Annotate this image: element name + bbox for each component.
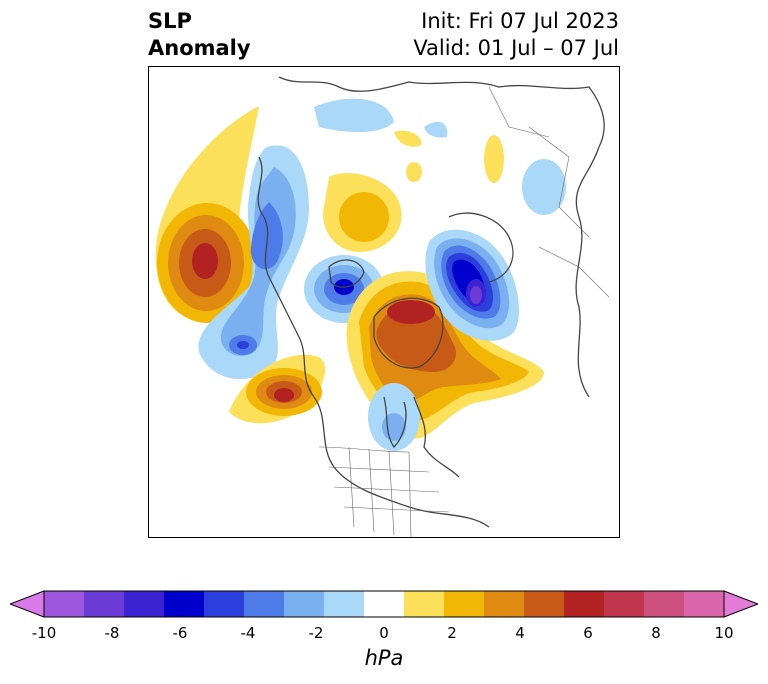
title-line-2: Anomaly: [148, 36, 251, 60]
anomaly-map: [155, 76, 610, 537]
colorbar-swatch: [604, 591, 645, 617]
barents-low-anomaly: [425, 229, 519, 341]
siberia-high-anomaly: [406, 135, 504, 183]
date-info: Init: Fri 07 Jul 2023 Valid: 01 Jul – 07…: [413, 8, 619, 62]
colorbar-unit: hPa: [364, 646, 404, 670]
colorbar-tick-label: 6: [583, 624, 593, 642]
colorbar-tick-label: 4: [515, 624, 525, 642]
colorbar-tick-label: -4: [240, 624, 256, 642]
great-lakes-low-anomaly: [368, 383, 420, 451]
colorbar-ticks: -10 -8 -6 -4 -2 0 2 4 6 8 10: [0, 624, 768, 644]
colorbar-outline: [43, 590, 725, 618]
colorbar-swatch: [684, 591, 725, 617]
map-panel: [148, 66, 620, 538]
colorbar-swatch: [324, 591, 365, 617]
pacific-northwest-high-anomaly: [229, 354, 326, 424]
colorbar-extend-high: [723, 590, 758, 618]
colorbar-extend-low: [10, 590, 45, 618]
colorbar-tick-label: 10: [714, 624, 734, 642]
colorbar: [10, 590, 758, 618]
colorbar-tick-label: 0: [379, 624, 389, 642]
arctic-low-anomaly: [314, 98, 566, 215]
valid-range: Valid: 01 Jul – 07 Jul: [413, 36, 619, 60]
colorbar-swatch: [484, 591, 525, 617]
colorbar-tick-label: 8: [651, 624, 661, 642]
colorbar-tick-label: -6: [172, 624, 188, 642]
colorbar-swatch: [124, 591, 165, 617]
colorbar-swatch: [204, 591, 245, 617]
colorbar-swatch: [84, 591, 125, 617]
colorbar-swatch: [284, 591, 325, 617]
init-date: Init: Fri 07 Jul 2023: [421, 9, 619, 33]
pacific-high-anomaly: [155, 107, 259, 323]
colorbar-swatch: [564, 591, 605, 617]
colorbar-swatch: [364, 591, 405, 617]
title-line-1: SLP: [148, 9, 192, 33]
colorbar-tick-label: -10: [31, 624, 57, 642]
colorbar-swatch: [404, 591, 445, 617]
colorbar-swatch: [44, 591, 85, 617]
colorbar-swatch: [244, 591, 285, 617]
colorbar-tick-label: -8: [104, 624, 120, 642]
political-borders: [318, 86, 610, 537]
alaska-low-anomaly: [198, 145, 309, 380]
map-title: SLP Anomaly: [148, 8, 251, 62]
colorbar-tick-label: -2: [308, 624, 324, 642]
colorbar-swatch: [444, 591, 485, 617]
colorbar-swatch: [644, 591, 685, 617]
colorbar-swatch: [164, 591, 205, 617]
colorbar-tick-label: 2: [447, 624, 457, 642]
colorbar-swatch: [524, 591, 565, 617]
arctic-high-anomaly: [323, 130, 422, 252]
